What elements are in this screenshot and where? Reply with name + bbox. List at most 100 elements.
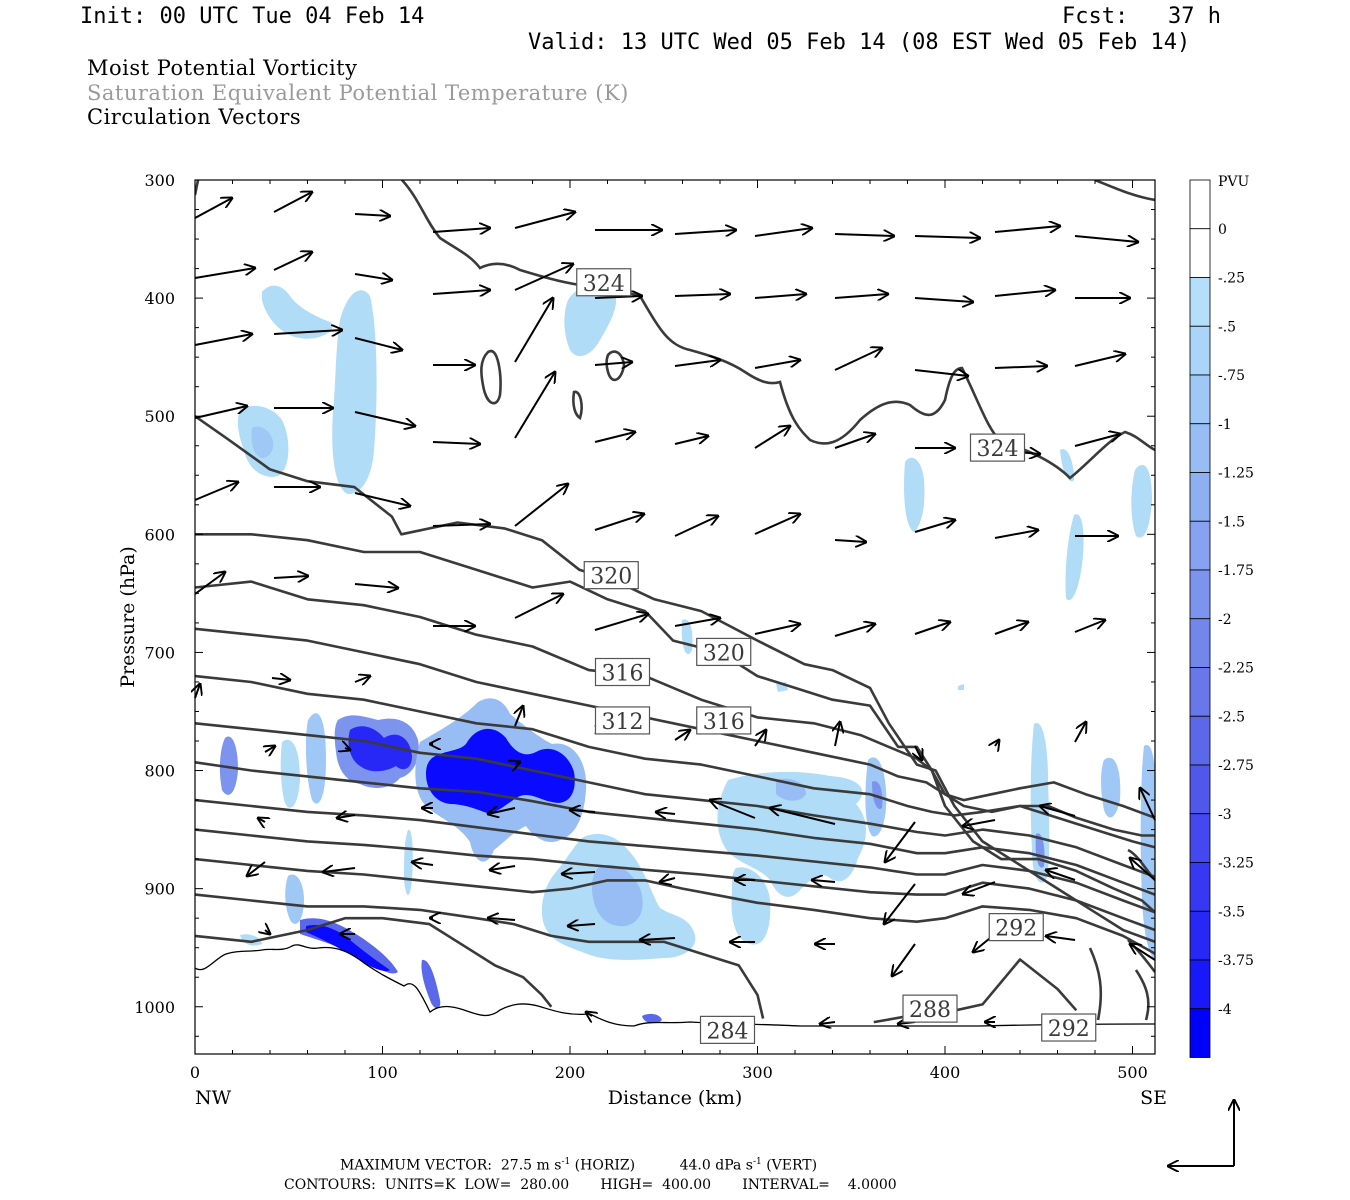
circulation-vectors (194, 192, 1156, 1024)
vector-arrow (674, 360, 720, 366)
vector-arrow (754, 294, 806, 298)
reference-vector (1168, 1100, 1234, 1166)
y-tick-label: 900 (144, 880, 175, 899)
vector-arrow (515, 762, 520, 764)
colorbar-label: -.75 (1218, 368, 1245, 384)
vector-arrow (835, 722, 840, 747)
colorbar-segment (1189, 277, 1211, 327)
vector-arrow (562, 872, 596, 874)
contour-label: 284 (699, 1015, 756, 1044)
contour-label-text: 288 (909, 998, 951, 1023)
contour-label: 324 (576, 268, 632, 297)
vector-arrow (834, 624, 875, 637)
colorbar-segment (1189, 228, 1211, 278)
pv-blob (285, 874, 304, 924)
max-horiz-exponent: -1 (561, 1157, 571, 1167)
vector-arrow (1074, 434, 1120, 447)
colorbar-segment (1189, 862, 1211, 912)
pv-colorbar: PVU 0 -.25 -.5 -.75 -1 -1.25 -1.5 -1.75 -2 -2.25 -2… (1189, 174, 1254, 1058)
vector-arrow (432, 442, 480, 444)
vector-arrow (354, 492, 410, 506)
vector-arrow (194, 334, 252, 346)
vector-arrow (915, 745, 922, 760)
vector-arrow (273, 330, 342, 334)
pv-blob (1065, 514, 1084, 601)
vector-arrow (271, 678, 290, 680)
contour-labels: 324 324 320 320 316 316 312 292 288 284 292 (576, 268, 1097, 1044)
vector-arrow (812, 880, 836, 882)
contour-label: 320 (583, 561, 639, 590)
vector-arrow (247, 861, 266, 876)
contour-label: 320 (696, 637, 752, 666)
colorbar-segment (1189, 374, 1211, 425)
vector-arrow (354, 337, 402, 350)
isentrope-line (480, 349, 502, 405)
colorbar-label: -1.5 (1218, 514, 1245, 530)
vector-arrow (515, 706, 523, 727)
max-horiz-value: 27.5 m s (500, 1157, 562, 1174)
vector-arrow (194, 572, 225, 595)
vector-arrow (660, 878, 676, 882)
y-tick-label: 400 (144, 289, 175, 308)
underground-mask (195, 944, 1155, 1054)
vector-arrow (914, 370, 968, 376)
vector-arrow (963, 820, 996, 826)
vector-arrow (337, 815, 356, 818)
y-tick-label: 700 (144, 643, 175, 662)
pv-blob (642, 1013, 662, 1024)
vector-arrow (754, 730, 766, 747)
vector-arrow (194, 482, 238, 501)
vector-arrow (1130, 944, 1156, 961)
field-pv-label: Moist Potential Vorticity (87, 56, 358, 80)
vector-arrow (674, 294, 730, 296)
vector-arrow (354, 411, 415, 426)
colorbar-label: -2 (1218, 612, 1232, 628)
y-tick-label: 1000 (134, 998, 175, 1017)
y-tick-label: 600 (144, 525, 175, 544)
colorbar-label: -3.75 (1218, 953, 1254, 969)
vector-arrow (490, 866, 516, 870)
vector-arrow (194, 406, 247, 419)
pv-blob (731, 867, 771, 945)
init-time: Init: 00 UTC Tue 04 Feb 14 (80, 4, 425, 29)
vector-arrow (674, 618, 720, 627)
max-vector-line: MAXIMUM VECTOR: 27.5 m s-1 (HORIZ) 44.0 … (340, 1157, 817, 1174)
vector-arrow (594, 362, 632, 365)
vector-arrow (834, 540, 866, 542)
colorbar-segment (1189, 520, 1211, 571)
vector-arrow (914, 236, 980, 238)
vector-arrow (594, 432, 635, 443)
vector-arrow (994, 290, 1055, 296)
x-end-label-left: NW (195, 1087, 232, 1109)
contour-label: 316 (594, 657, 651, 687)
isentrope-line (1088, 947, 1103, 1021)
vector-arrow (994, 226, 1060, 233)
contour-info: CONTOURS: UNITS=K LOW= 280.00 HIGH= 400.… (284, 1177, 897, 1193)
isentrope-line (195, 798, 1155, 914)
vector-arrow (1046, 936, 1076, 940)
contour-label: 288 (902, 994, 958, 1023)
y-tick-label: 300 (144, 171, 175, 190)
vector-arrow (674, 436, 708, 445)
vector-arrow (754, 228, 812, 237)
vector-arrow (674, 516, 718, 537)
vector-arrow (1074, 722, 1086, 743)
vector-arrow (914, 298, 973, 302)
valid-time: Valid: 13 UTC Wed 05 Feb 14 (08 EST Wed … (528, 30, 1191, 55)
vector-arrow (994, 530, 1038, 539)
contour-label: 316 (696, 706, 752, 735)
vector-arrow (754, 624, 800, 635)
isentrope-line (572, 390, 583, 420)
vector-arrow (885, 821, 916, 862)
colorbar-segment (1189, 569, 1211, 620)
colorbar-segment (1189, 472, 1211, 522)
contour-label-box (969, 433, 1026, 462)
contour-label-text: 316 (602, 662, 644, 687)
colorbar-segment (1189, 764, 1211, 815)
vector-arrow (1046, 870, 1076, 881)
x-tick-label: 400 (930, 1063, 961, 1082)
x-tick-label: 500 (1117, 1063, 1148, 1082)
colorbar-label: -2.5 (1218, 709, 1245, 725)
contour-label-box (594, 657, 651, 687)
colorbar-segment (1189, 715, 1211, 766)
